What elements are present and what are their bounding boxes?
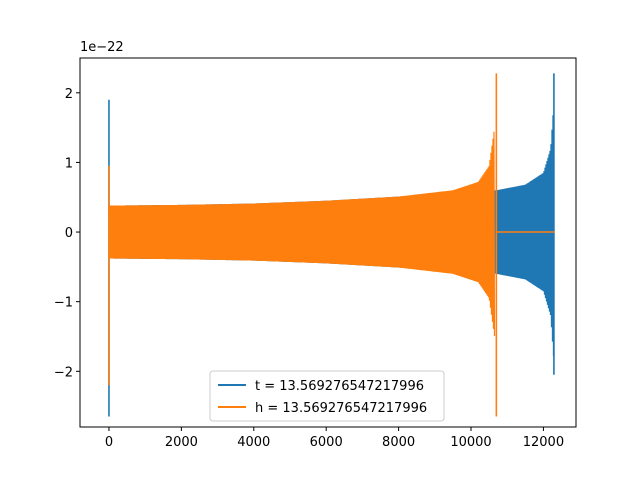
series-h <box>108 73 555 417</box>
y-tick-label: −2 <box>54 365 73 380</box>
y-scale-label: 1e−22 <box>80 40 124 55</box>
legend-label-h: h = 13.569276547217996 <box>255 401 427 416</box>
x-axis: 0 2000 4000 6000 8000 10000 12000 <box>105 427 564 450</box>
legend-label-t: t = 13.569276547217996 <box>255 379 424 394</box>
y-tick-label: −1 <box>54 296 73 311</box>
x-tick-label: 0 <box>105 435 113 450</box>
x-tick-label: 12000 <box>523 435 564 450</box>
x-tick-label: 8000 <box>382 435 415 450</box>
x-tick-label: 10000 <box>450 435 491 450</box>
y-axis: −2 −1 0 1 2 <box>54 87 80 380</box>
series-oscillation <box>108 131 496 336</box>
x-tick-label: 6000 <box>310 435 343 450</box>
series-layer <box>108 73 555 417</box>
x-tick-label: 4000 <box>237 435 270 450</box>
legend: t = 13.569276547217996 h = 13.5692765472… <box>209 370 445 422</box>
x-tick-label: 2000 <box>165 435 198 450</box>
plot-frame <box>79 57 577 428</box>
y-tick-label: 1 <box>65 156 73 171</box>
legend-box <box>209 370 445 422</box>
y-tick-label: 0 <box>65 226 73 241</box>
y-tick-label: 2 <box>65 87 73 102</box>
